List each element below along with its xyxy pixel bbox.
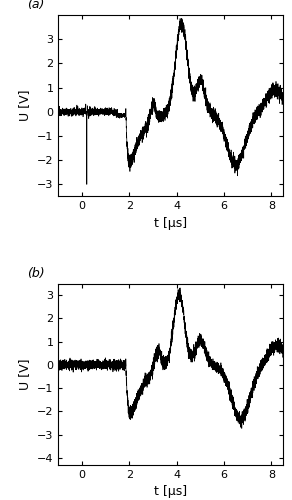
Text: (b): (b) bbox=[27, 267, 45, 280]
Y-axis label: U [V]: U [V] bbox=[18, 358, 32, 390]
X-axis label: t [μs]: t [μs] bbox=[154, 486, 187, 498]
X-axis label: t [μs]: t [μs] bbox=[154, 217, 187, 230]
Text: (a): (a) bbox=[27, 0, 44, 12]
Y-axis label: U [V]: U [V] bbox=[18, 90, 32, 122]
